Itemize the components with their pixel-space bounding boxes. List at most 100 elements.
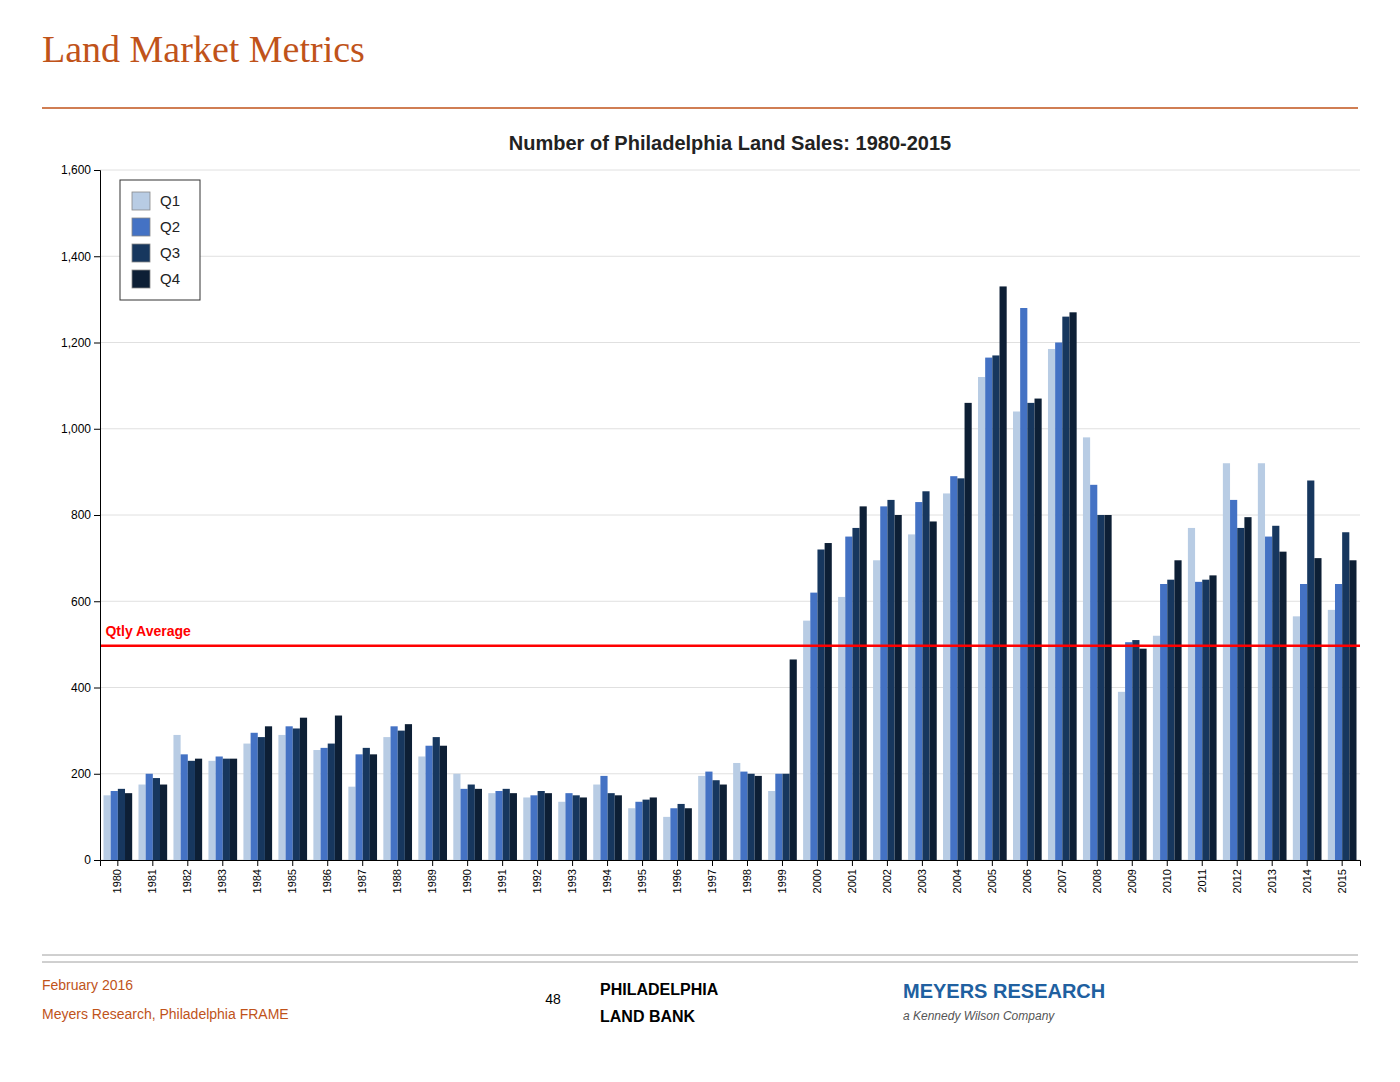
x-tick: 1988 [391, 860, 403, 893]
bar [1013, 412, 1020, 861]
x-tick: 1984 [251, 860, 263, 893]
bar-series [125, 286, 1356, 860]
x-tick-mark [362, 860, 363, 866]
bar [181, 754, 188, 860]
bar [1153, 636, 1160, 860]
y-tick-mark [94, 688, 100, 689]
bar [153, 778, 160, 860]
x-tick-mark [1062, 860, 1063, 866]
x-tick-label: 2015 [1336, 869, 1348, 893]
footer-date: February 2016 [42, 977, 133, 993]
bar [173, 735, 180, 860]
bar [321, 748, 328, 860]
y-tick-label: 1,400 [61, 250, 91, 264]
average-line [100, 644, 1360, 647]
bar [313, 750, 320, 860]
bar [503, 789, 510, 860]
legend-frame [120, 180, 200, 300]
x-tick-mark [222, 860, 223, 866]
x-tick-label: 2001 [846, 869, 858, 893]
bar [873, 560, 880, 860]
x-tick: 2002 [881, 860, 893, 893]
bar [523, 797, 530, 860]
x-tick-label: 1983 [216, 869, 228, 893]
x-tick-label: 1997 [706, 869, 718, 893]
y-tick-label: 1,000 [61, 422, 91, 436]
x-tick-mark [677, 860, 678, 866]
bar [768, 791, 775, 860]
bar [1244, 517, 1251, 860]
bar [405, 724, 412, 860]
bar [790, 659, 797, 860]
bar [1035, 399, 1042, 860]
x-tick-mark [117, 860, 118, 866]
bar [433, 737, 440, 860]
bar [251, 733, 258, 860]
x-tick: 2003 [916, 860, 928, 893]
grid-line [100, 256, 1360, 257]
x-tick: 1982 [181, 860, 193, 893]
bar [1300, 584, 1307, 860]
bar [930, 521, 937, 860]
bar [1265, 537, 1272, 860]
bar [125, 793, 132, 860]
x-tick-mark [152, 860, 153, 866]
y-axis: 02004006008001,0001,2001,4001,600 [61, 163, 101, 867]
x-tick: 1990 [461, 860, 473, 893]
x-tick-mark [782, 860, 783, 866]
bar [950, 476, 957, 860]
footer-logo-line2: LAND BANK [600, 1008, 696, 1025]
legend: Q1Q2Q3Q4 [120, 180, 200, 300]
y-tick: 600 [71, 595, 100, 609]
x-tick-mark [1307, 860, 1308, 866]
bar [608, 793, 615, 860]
y-tick: 1,200 [61, 336, 100, 350]
footer-brand-sub: a Kennedy Wilson Company [903, 1009, 1055, 1023]
bar [1342, 532, 1349, 860]
x-tick: 2001 [846, 860, 858, 893]
x-axis: 1980198119821983198419851986198719881989… [101, 860, 1361, 893]
x-tick: 2007 [1056, 860, 1068, 893]
x-tick-label: 1989 [426, 869, 438, 893]
legend-swatch [132, 218, 150, 236]
y-tick-mark [94, 256, 100, 257]
x-tick-mark [992, 860, 993, 866]
bar-series [111, 308, 1342, 860]
x-tick-mark [572, 860, 573, 866]
x-tick-label: 1982 [181, 869, 193, 893]
bar [558, 802, 565, 860]
bar [650, 797, 657, 860]
x-tick: 1999 [776, 860, 788, 893]
bar [747, 774, 754, 860]
bar [453, 774, 460, 860]
footer-separator [42, 962, 1358, 963]
bar [1230, 500, 1237, 860]
x-tick-mark [887, 860, 888, 866]
bar [495, 791, 502, 860]
x-tick-mark [1097, 860, 1098, 866]
x-tick-label: 2012 [1231, 869, 1243, 893]
bar [1328, 610, 1335, 860]
bar [580, 797, 587, 860]
x-tick: 1981 [146, 860, 158, 893]
title-separator [42, 107, 1358, 109]
y-tick-mark [94, 515, 100, 516]
y-tick-label: 200 [71, 767, 91, 781]
x-tick: 1993 [566, 860, 578, 893]
bar [1195, 582, 1202, 860]
legend-item: Q1 [132, 192, 180, 210]
x-tick: 2015 [1336, 860, 1348, 893]
y-tick-mark [94, 601, 100, 602]
grid [100, 170, 1360, 860]
bar [188, 761, 195, 860]
bar [545, 793, 552, 860]
bar [685, 808, 692, 860]
bar [635, 802, 642, 860]
bar [957, 478, 964, 860]
x-tick: 1995 [636, 860, 648, 893]
y-tick-label: 0 [84, 853, 91, 867]
bar [1055, 343, 1062, 861]
bar [1090, 485, 1097, 860]
bar [803, 621, 810, 860]
x-tick-label: 1981 [146, 869, 158, 893]
